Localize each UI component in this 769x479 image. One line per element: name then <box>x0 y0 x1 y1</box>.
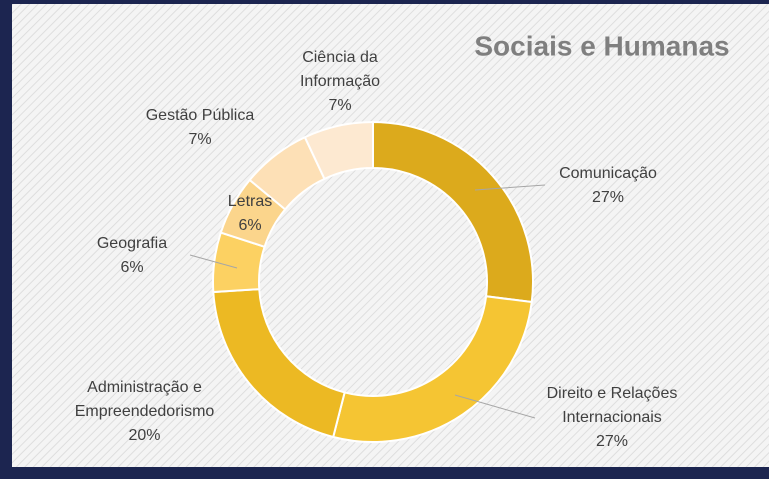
donut-slice <box>303 120 374 181</box>
chart: Sociais e Humanas <box>12 4 769 467</box>
category-label: Administração e Empreendedorismo <box>74 379 215 420</box>
data-label: Gestão Pública 7% <box>130 104 270 152</box>
category-label: Letras <box>227 193 273 210</box>
category-label: Geografia <box>96 235 168 252</box>
value-label: 6% <box>120 259 144 276</box>
leader-line <box>474 184 546 191</box>
leader-line <box>189 254 238 269</box>
value-label: 27% <box>595 433 629 450</box>
category-label: Ciência da Informação <box>299 49 381 90</box>
value-label: 7% <box>328 97 352 114</box>
category-label: Direito e Relações Internacionais <box>546 385 678 426</box>
chart-area: Sociais e Humanas Comunicação 27% Direito … <box>12 4 769 467</box>
data-label: Direito e Relações Internacionais 27% <box>522 382 702 454</box>
data-label: Letras 6% <box>216 190 284 238</box>
data-label: Geografia 6% <box>82 232 182 280</box>
leader-line <box>454 394 536 419</box>
data-label: Administração e Empreendedorismo 20% <box>52 376 237 448</box>
value-label: 7% <box>188 131 212 148</box>
chart-title: Sociais e Humanas <box>474 30 729 61</box>
value-label: 20% <box>128 427 161 444</box>
data-label: Comunicação 27% <box>548 162 668 210</box>
data-label: Ciência da Informação 7% <box>285 46 395 118</box>
category-label: Gestão Pública <box>145 107 255 124</box>
category-label: Comunicação <box>559 165 657 182</box>
background <box>12 4 769 467</box>
value-label: 27% <box>591 189 625 206</box>
value-label: 6% <box>238 217 262 234</box>
